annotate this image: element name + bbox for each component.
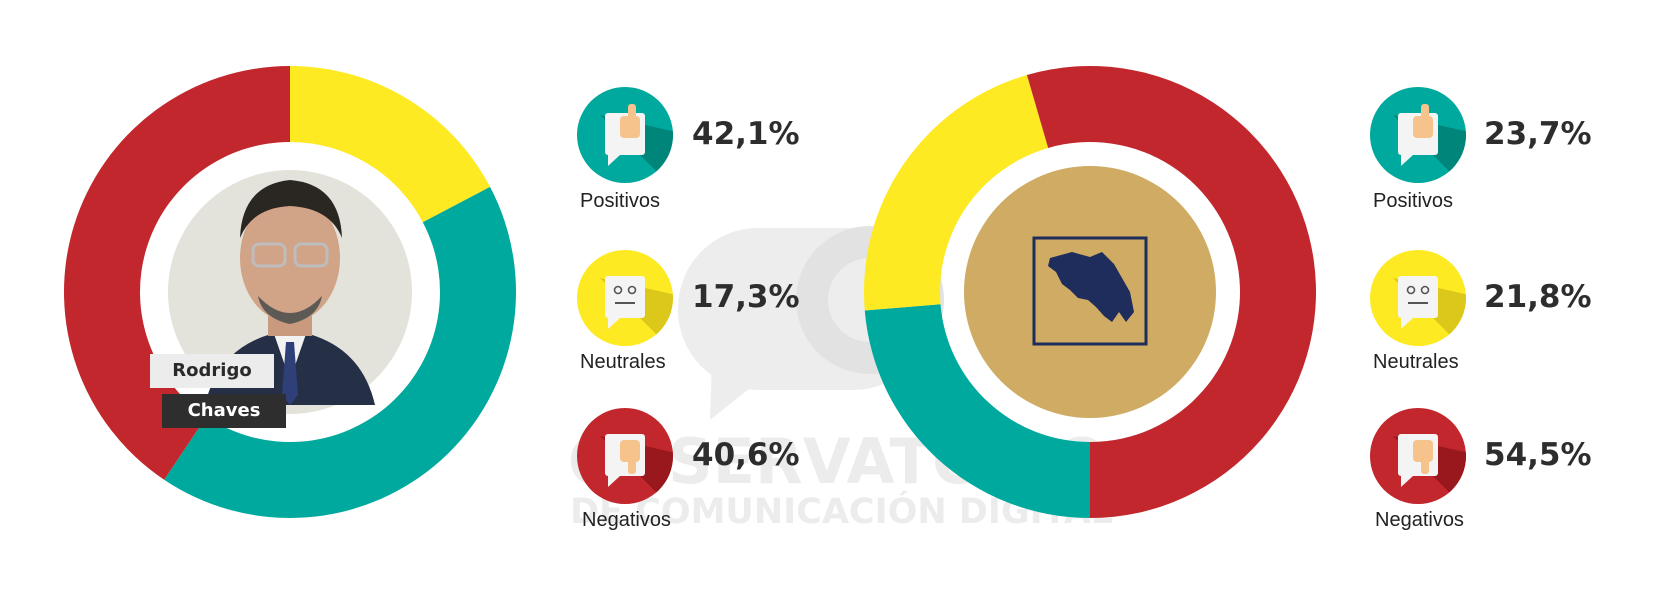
left-negative-percentage: 40,6%: [692, 437, 800, 473]
name-tag-last: Chaves: [162, 394, 286, 428]
positive-thumbs-up-icon: [577, 87, 673, 183]
rodrigo-chaves-portrait: [168, 170, 412, 414]
right-neutral-label: Neutrales: [1373, 351, 1459, 373]
left-negative-label: Negativos: [582, 509, 671, 531]
donut-0-slice-negative: [64, 66, 290, 480]
donut-1-slice-positive: [864, 304, 1090, 518]
donut-chart-government: [863, 65, 1317, 519]
left-positive-percentage: 42,1%: [692, 116, 800, 152]
positive-thumbs-up-icon-right: [1370, 87, 1466, 183]
left-neutral-label: Neutrales: [580, 351, 666, 373]
donut-chart-chaves: [64, 66, 517, 519]
negative-thumbs-down-icon: [577, 408, 673, 504]
right-positive-percentage: 23,7%: [1484, 116, 1592, 152]
left-neutral-percentage: 17,3%: [692, 279, 800, 315]
right-neutral-percentage: 21,8%: [1484, 279, 1592, 315]
right-negative-label: Negativos: [1375, 509, 1464, 531]
donut-1-slice-neutral: [863, 74, 1049, 311]
donut-0-slice-positive: [164, 186, 517, 519]
name-tag-first: Rodrigo: [150, 354, 274, 388]
donut-0-slice-neutral: [290, 66, 491, 223]
donut-1-slice-negative: [1026, 65, 1317, 519]
costa-rica-map-icon: [1048, 252, 1134, 322]
right-positive-label: Positivos: [1373, 190, 1454, 212]
costa-rica-emblem: [964, 166, 1216, 418]
left-positive-label: Positivos: [580, 190, 661, 212]
right-negative-percentage: 54,5%: [1484, 437, 1592, 473]
